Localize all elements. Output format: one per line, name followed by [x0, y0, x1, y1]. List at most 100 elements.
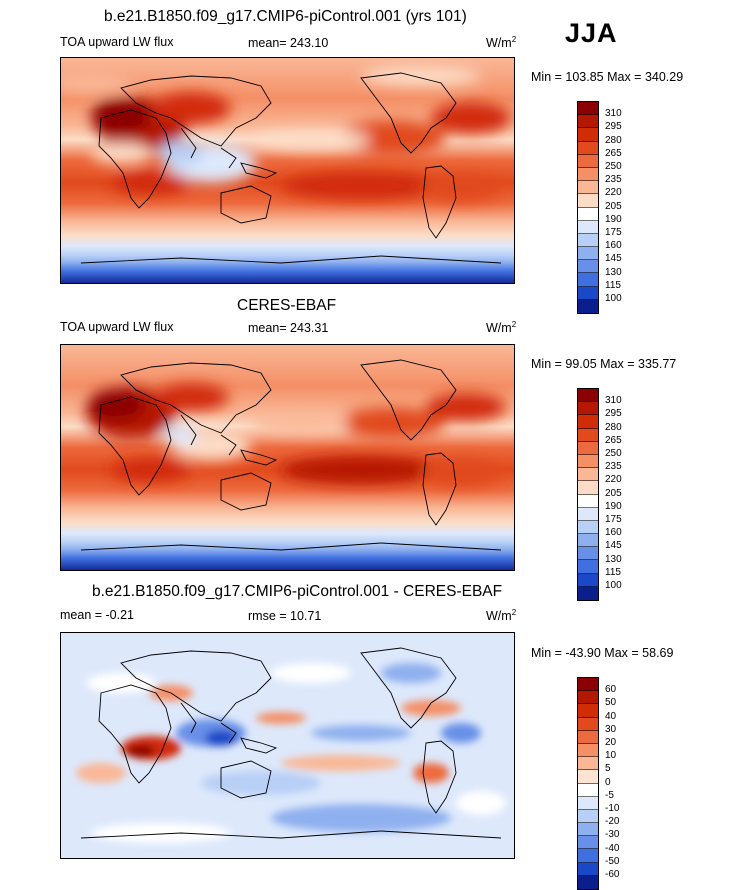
colorbar-tick-label: 10	[605, 750, 617, 762]
panel-1-colorbar	[577, 101, 599, 314]
colorbar-tick-label: 20	[605, 737, 617, 748]
colorbar-tick-label: 115	[605, 279, 621, 291]
colorbar-tick-label: 160	[605, 527, 622, 539]
colorbar-swatch	[578, 220, 598, 234]
colorbar-tick-label: 190	[605, 500, 622, 512]
colorbar-swatch	[578, 691, 598, 705]
colorbar-swatch	[578, 573, 598, 587]
panel-3-rmse-label: rmse = 10.71	[248, 609, 322, 623]
colorbar-tick-label: 235	[605, 461, 622, 473]
season-label: JJA	[565, 18, 618, 48]
colorbar-swatch	[578, 154, 598, 168]
panel-2-colorbar	[577, 388, 599, 601]
colorbar-tick-label: -60	[605, 869, 620, 880]
colorbar-swatch	[578, 441, 598, 455]
colorbar-swatch	[578, 207, 598, 221]
colorbar-swatch	[578, 233, 598, 248]
colorbar-swatch	[578, 141, 598, 155]
colorbar-tick-label: 30	[605, 723, 617, 735]
colorbar-swatch	[578, 454, 598, 469]
colorbar-swatch	[578, 415, 598, 429]
colorbar-tick-label: 205	[605, 487, 622, 499]
colorbar-tick-label: 220	[605, 474, 622, 486]
colorbar-tick-label: 265	[605, 147, 622, 159]
colorbar-tick-label: 265	[605, 434, 622, 446]
colorbar-swatch	[578, 247, 598, 261]
colorbar-swatch	[578, 494, 598, 508]
panel-1-title: b.e21.B1850.f09_g17.CMIP6-piControl.001 …	[104, 8, 467, 25]
panel-1-minmax-label: Min = 103.85 Max = 340.29	[531, 70, 684, 84]
colorbar-swatch	[578, 783, 598, 797]
colorbar-swatch	[578, 115, 598, 129]
panel-2-variable-label: TOA upward LW flux	[60, 320, 174, 334]
colorbar-tick-label: 100	[605, 580, 622, 591]
colorbar-swatch	[578, 167, 598, 182]
colorbar-swatch	[578, 299, 598, 313]
colorbar-swatch	[578, 717, 598, 731]
colorbar-swatch	[578, 547, 598, 561]
colorbar-swatch	[578, 286, 598, 300]
panel-1-variable-label: TOA upward LW flux	[60, 35, 174, 49]
colorbar-swatch	[578, 181, 598, 195]
colorbar-tick-label: 145	[605, 540, 622, 552]
colorbar-swatch	[578, 809, 598, 824]
panel-2-title: CERES-EBAF	[237, 297, 337, 314]
colorbar-swatch	[578, 260, 598, 274]
colorbar-tick-label: 295	[605, 121, 622, 133]
colorbar-swatch	[578, 507, 598, 521]
colorbar-tick-label: 60	[605, 684, 617, 696]
panel-1-unit-label: W/m2	[486, 35, 517, 51]
panel-2-mean-label: mean= 243.31	[248, 321, 329, 335]
colorbar-tick-label: 145	[605, 253, 622, 265]
colorbar-swatch	[578, 102, 598, 116]
colorbar-swatch	[578, 520, 598, 535]
colorbar-swatch	[578, 796, 598, 810]
panel-3-map	[60, 632, 515, 859]
panel-3-unit-label: W/m2	[486, 608, 517, 624]
colorbar-tick-label: -30	[605, 829, 620, 841]
panel-3-colorbar	[577, 677, 599, 890]
panel-1-mean-label: mean= 243.10	[248, 36, 329, 50]
colorbar-swatch	[578, 875, 598, 889]
colorbar-swatch	[578, 273, 598, 287]
colorbar-swatch	[578, 128, 598, 142]
colorbar-swatch	[578, 534, 598, 548]
panel-2-minmax-label: Min = 99.05 Max = 335.77	[531, 357, 677, 371]
colorbar-swatch	[578, 730, 598, 744]
panel-3-title: b.e21.B1850.f09_g17.CMIP6-piControl.001 …	[92, 583, 503, 600]
colorbar-tick-label: 0	[605, 776, 611, 788]
colorbar-tick-label: 250	[605, 161, 622, 172]
colorbar-swatch	[578, 468, 598, 482]
colorbar-tick-label: 5	[605, 763, 611, 775]
colorbar-swatch	[578, 757, 598, 771]
colorbar-swatch	[578, 704, 598, 718]
colorbar-tick-label: -5	[605, 789, 614, 801]
panel-2-map	[60, 344, 515, 571]
colorbar-tick-label: 235	[605, 174, 622, 186]
colorbar-tick-label: 130	[605, 553, 622, 565]
colorbar-tick-label: 100	[605, 293, 622, 304]
colorbar-tick-label: 175	[605, 514, 622, 525]
colorbar-tick-label: -20	[605, 816, 620, 828]
colorbar-swatch	[578, 194, 598, 208]
colorbar-tick-label: 205	[605, 200, 622, 212]
colorbar-tick-label: 280	[605, 421, 622, 433]
colorbar-tick-label: -40	[605, 842, 620, 854]
colorbar-tick-label: 280	[605, 134, 622, 146]
colorbar-tick-label: 250	[605, 448, 622, 459]
colorbar-tick-label: 310	[605, 395, 622, 407]
colorbar-swatch	[578, 560, 598, 574]
colorbar-swatch	[578, 836, 598, 850]
colorbar-swatch	[578, 389, 598, 403]
panel-3-mean-label: mean = -0.21	[60, 608, 135, 622]
colorbar-tick-label: 160	[605, 240, 622, 252]
colorbar-tick-label: 295	[605, 408, 622, 420]
colorbar-swatch	[578, 402, 598, 416]
colorbar-tick-label: 310	[605, 108, 622, 120]
panel-3-minmax-label: Min = -43.90 Max = 58.69	[531, 646, 674, 660]
colorbar-swatch	[578, 823, 598, 837]
colorbar-tick-label: -10	[605, 803, 620, 814]
colorbar-tick-label: 130	[605, 266, 622, 278]
colorbar-swatch	[578, 770, 598, 784]
colorbar-tick-label: -50	[605, 855, 620, 867]
